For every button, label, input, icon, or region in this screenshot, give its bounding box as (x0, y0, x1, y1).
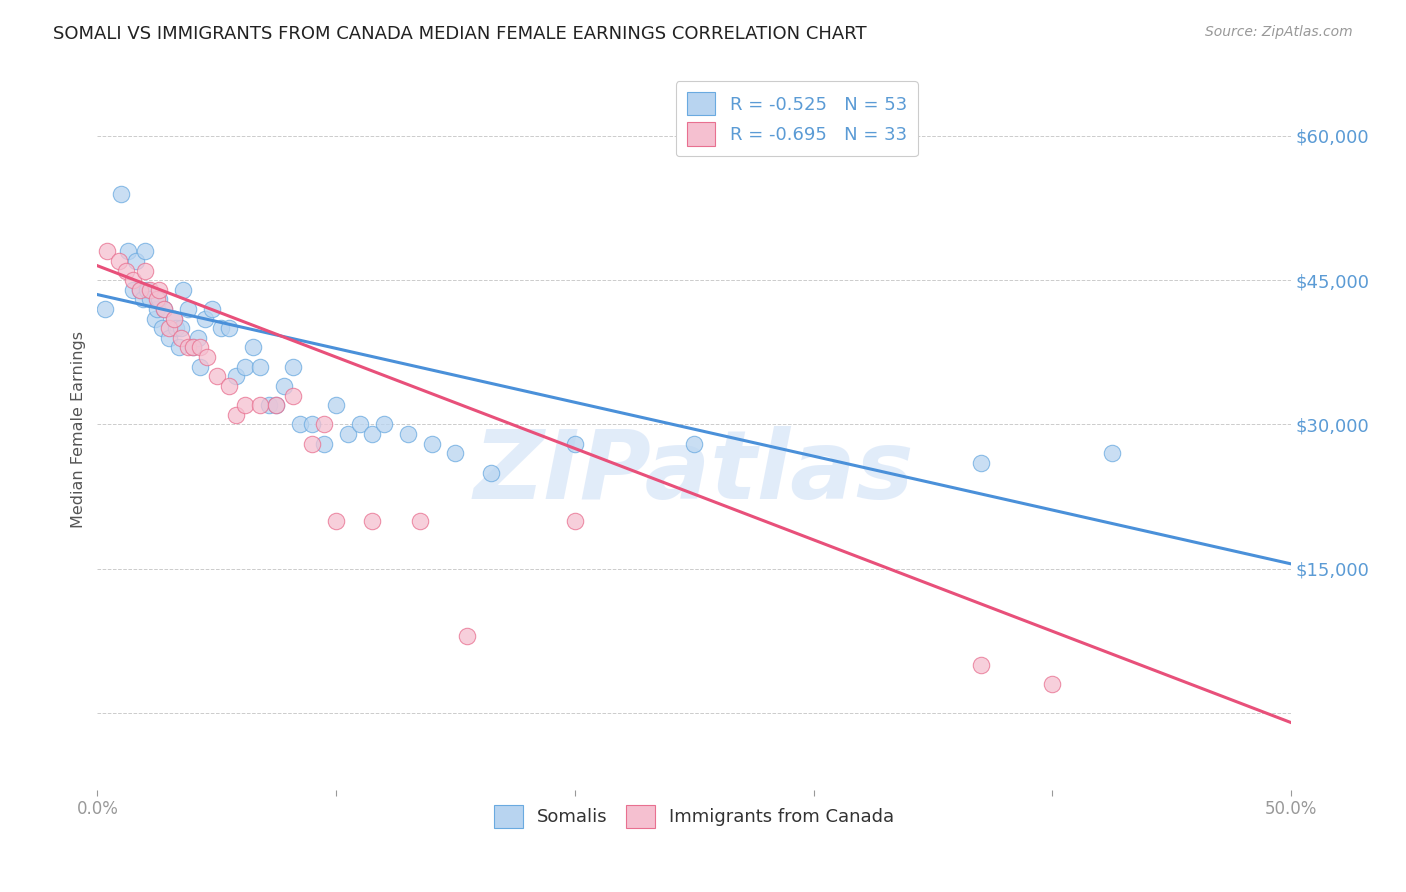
Point (396, 427, 419, 442)
Point (444, 446, 467, 460)
Point (124, 253, 146, 268)
Point (163, 311, 186, 326)
Point (165, 321, 187, 335)
Point (134, 244, 156, 259)
Point (337, 427, 360, 442)
Point (564, 514, 586, 528)
Point (93, 301, 115, 316)
Point (115, 263, 138, 277)
Text: SOMALI VS IMMIGRANTS FROM CANADA MEDIAN FEMALE EARNINGS CORRELATION CHART: SOMALI VS IMMIGRANTS FROM CANADA MEDIAN … (53, 25, 868, 43)
Point (211, 321, 233, 335)
Point (129, 283, 152, 297)
Point (314, 417, 336, 432)
Point (235, 398, 257, 412)
Point (273, 379, 295, 393)
Point (373, 417, 395, 432)
Point (167, 341, 190, 355)
Point (201, 301, 224, 316)
Point (129, 283, 152, 297)
Point (136, 283, 159, 297)
Point (181, 341, 204, 355)
Point (249, 398, 271, 412)
Point (314, 436, 336, 450)
Point (281, 388, 304, 402)
Point (177, 301, 200, 316)
Point (1040, 677, 1063, 691)
Point (96, 244, 118, 259)
Point (301, 436, 323, 450)
Point (163, 311, 186, 326)
Point (170, 331, 193, 345)
Point (420, 436, 443, 450)
Point (218, 379, 240, 393)
Point (408, 514, 430, 528)
Point (188, 341, 211, 355)
Point (108, 253, 131, 268)
Point (139, 283, 162, 297)
Point (349, 417, 371, 432)
Point (188, 359, 211, 374)
Point (122, 273, 145, 287)
Point (146, 301, 169, 316)
Point (172, 283, 194, 297)
Point (235, 359, 257, 374)
Point (970, 456, 993, 470)
Point (361, 514, 384, 528)
Point (110, 186, 132, 201)
Point (153, 301, 176, 316)
Point (683, 436, 706, 450)
Point (187, 331, 209, 345)
Point (177, 341, 200, 355)
Point (139, 293, 162, 307)
Point (132, 293, 155, 307)
Point (325, 398, 347, 412)
Point (564, 436, 586, 450)
Text: Source: ZipAtlas.com: Source: ZipAtlas.com (1205, 25, 1353, 39)
Point (143, 311, 166, 326)
Point (153, 301, 176, 316)
Point (150, 321, 173, 335)
Point (225, 408, 247, 422)
Point (218, 321, 240, 335)
Point (249, 359, 271, 374)
Point (181, 341, 204, 355)
Point (134, 263, 156, 277)
Point (148, 283, 170, 297)
Point (148, 293, 170, 307)
Text: ZIPatlas: ZIPatlas (474, 426, 914, 519)
Point (205, 369, 228, 384)
Legend: Somalis, Immigrants from Canada: Somalis, Immigrants from Canada (486, 797, 901, 835)
Point (146, 293, 169, 307)
Point (266, 398, 288, 412)
Point (122, 283, 145, 297)
Point (157, 321, 180, 335)
Point (361, 427, 384, 442)
Y-axis label: Median Female Earnings: Median Female Earnings (72, 331, 86, 528)
Point (301, 417, 323, 432)
Point (157, 331, 180, 345)
Point (170, 321, 193, 335)
Point (970, 657, 993, 672)
Point (257, 398, 280, 412)
Point (194, 311, 217, 326)
Point (1101, 446, 1123, 460)
Point (242, 341, 264, 355)
Point (225, 369, 247, 384)
Point (456, 629, 478, 643)
Point (195, 350, 218, 364)
Point (479, 466, 502, 480)
Point (117, 244, 139, 259)
Point (290, 417, 312, 432)
Point (266, 398, 288, 412)
Point (281, 359, 304, 374)
Point (325, 514, 347, 528)
